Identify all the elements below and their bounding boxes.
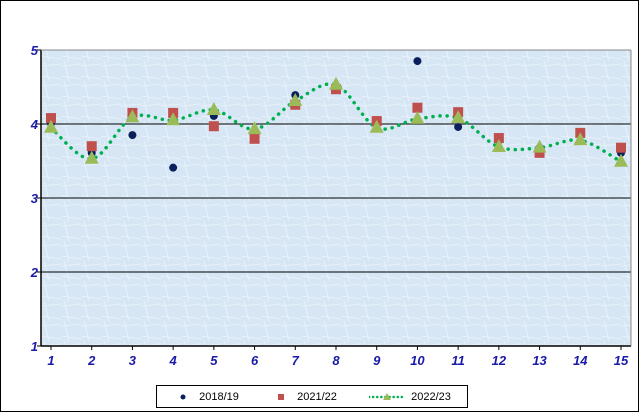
data-point-triangle <box>288 93 303 107</box>
data-point-triangle <box>166 112 181 126</box>
data-point-circle <box>169 163 178 172</box>
legend-item-2021-22: 2021/22 <box>271 391 337 403</box>
legend-label: 2018/19 <box>199 390 239 403</box>
data-point-triangle <box>614 153 628 167</box>
x-tick-label: 10 <box>410 353 425 368</box>
x-tick-label: 14 <box>573 353 588 368</box>
data-point-circle <box>413 57 422 66</box>
x-tick-label: 6 <box>251 353 259 368</box>
data-point-square <box>249 133 260 144</box>
x-tick-label: 12 <box>492 353 507 368</box>
data-point-triangle <box>369 119 384 133</box>
x-tick-label: 2 <box>87 353 96 368</box>
x-tick-label: 4 <box>169 353 178 368</box>
data-point-triangle <box>491 138 506 152</box>
data-point-triangle <box>573 132 588 146</box>
legend-item-2022-23: 2022/23 <box>369 391 451 403</box>
x-tick-label: 11 <box>451 353 465 368</box>
y-tick-label: 3 <box>31 191 39 206</box>
series-line-2022/23 <box>49 82 623 164</box>
data-point-square <box>86 141 97 152</box>
data-point-triangle <box>410 110 425 124</box>
data-point-circle <box>454 122 463 131</box>
x-tick-label: 1 <box>47 353 54 368</box>
data-point-square <box>412 102 423 113</box>
x-tick-label: 9 <box>373 353 381 368</box>
data-point-square <box>493 133 504 144</box>
y-tick-label: 4 <box>30 117 39 132</box>
x-tick-label: 3 <box>129 353 137 368</box>
x-tick-label: 5 <box>210 353 218 368</box>
legend: 2018/19 2021/22 2022/23 <box>156 385 468 408</box>
data-point-square <box>534 147 545 158</box>
y-tick-label: 2 <box>30 265 39 280</box>
data-point-triangle <box>206 101 221 115</box>
x-tick-label: 7 <box>292 353 300 368</box>
x-tick-label: 15 <box>614 353 629 368</box>
legend-label: 2022/23 <box>411 390 451 403</box>
data-point-triangle <box>247 121 262 135</box>
data-point-triangle <box>532 139 547 153</box>
y-tick-label: 1 <box>31 339 38 354</box>
data-point-triangle <box>329 76 343 90</box>
legend-item-2018-19: 2018/19 <box>173 391 239 403</box>
x-tick-label: 13 <box>532 353 547 368</box>
data-point-square <box>616 142 626 153</box>
legend-label: 2021/22 <box>297 390 337 403</box>
data-point-square <box>208 121 219 132</box>
data-point-triangle <box>44 119 58 133</box>
data-point-triangle <box>451 110 466 124</box>
x-tick-label: 8 <box>332 353 340 368</box>
data-point-triangle <box>125 109 140 123</box>
y-tick-label: 5 <box>31 43 39 58</box>
data-point-circle <box>128 131 137 140</box>
data-point-square <box>46 113 56 124</box>
data-point-triangle <box>84 150 99 164</box>
